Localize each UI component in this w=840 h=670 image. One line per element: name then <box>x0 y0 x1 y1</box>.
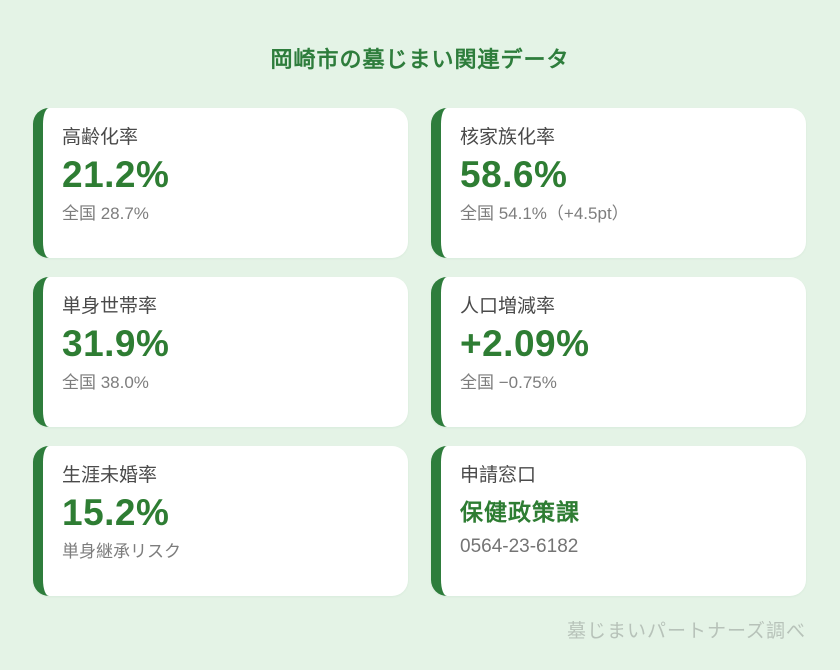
card-subtext: 全国 54.1%（+4.5pt） <box>460 204 629 224</box>
card-value: 21.2% <box>62 153 170 195</box>
card-label: 高齢化率 <box>62 127 139 148</box>
contact-phone-number: 0564-23-6182 <box>460 536 579 558</box>
card-value: 15.2% <box>62 491 170 533</box>
page-title: 岡崎市の墓じまい関連データ <box>270 47 570 72</box>
card-label: 人口増減率 <box>460 296 556 317</box>
card-value: 58.6% <box>460 153 568 195</box>
card-subtext: 全国 28.7% <box>62 204 149 224</box>
contact-department: 保健政策課 <box>460 498 580 525</box>
card-label: 申請窓口 <box>460 465 537 486</box>
card-lifetime-unmarried-rate: 生涯未婚率 15.2% 単身継承リスク <box>33 446 408 596</box>
card-value: 31.9% <box>62 322 170 364</box>
card-single-household-rate: 単身世帯率 31.9% 全国 38.0% <box>33 277 408 427</box>
card-subtext: 全国 −0.75% <box>460 373 557 393</box>
card-aging-rate: 高齢化率 21.2% 全国 28.7% <box>33 108 408 258</box>
card-nuclear-family-rate: 核家族化率 58.6% 全国 54.1%（+4.5pt） <box>431 108 806 258</box>
card-value: +2.09% <box>460 322 590 364</box>
card-population-change-rate: 人口増減率 +2.09% 全国 −0.75% <box>431 277 806 427</box>
stat-cards-grid: 高齢化率 21.2% 全国 28.7% 核家族化率 58.6% 全国 54.1%… <box>33 108 806 596</box>
card-label: 単身世帯率 <box>62 296 158 317</box>
card-label: 生涯未婚率 <box>62 465 158 486</box>
footer-credit: 墓じまいパートナーズ調べ <box>566 621 806 642</box>
card-subtext: 全国 38.0% <box>62 373 149 393</box>
card-label: 核家族化率 <box>460 127 556 148</box>
card-application-contact: 申請窓口 保健政策課 0564-23-6182 <box>431 446 806 596</box>
card-subtext: 単身継承リスク <box>62 542 181 562</box>
